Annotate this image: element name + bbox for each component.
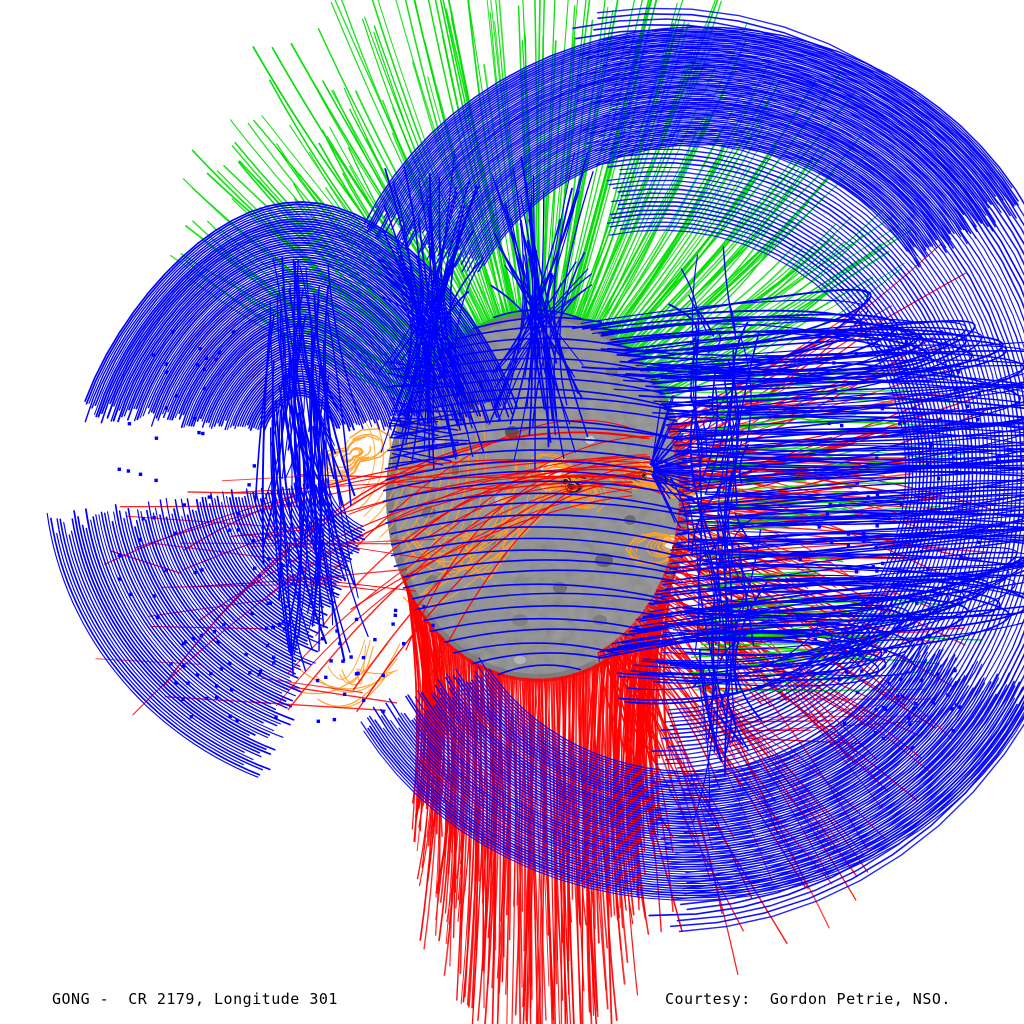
closed-field-lines-on-disk [382, 309, 716, 676]
closed-field-lines [46, 7, 1024, 933]
caption-right: Courtesy: Gordon Petrie, NSO. [665, 990, 951, 1008]
caption-left: GONG - CR 2179, Longitude 301 [52, 990, 338, 1008]
